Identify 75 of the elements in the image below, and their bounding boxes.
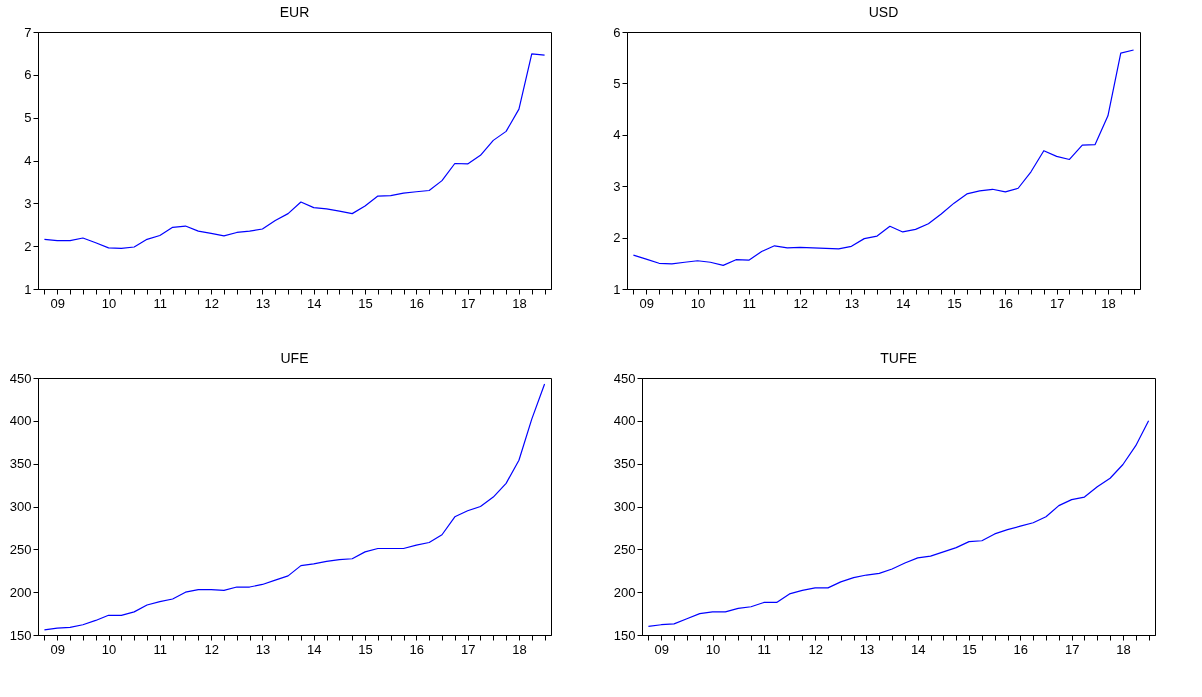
y-tick-label: 6 (613, 24, 621, 40)
x-tick-label: 09 (50, 295, 65, 311)
y-tick-label: 5 (24, 110, 32, 126)
line-series (43, 53, 546, 249)
y-tick-label: 400 (613, 413, 636, 429)
y-tick-label: 300 (9, 499, 32, 514)
x-tick-label: 11 (153, 641, 168, 657)
y-tick-label: 200 (613, 584, 636, 600)
y-tick-label: 250 (9, 541, 32, 557)
x-tick-label: 10 (690, 295, 706, 311)
y-tick-label: 350 (613, 456, 636, 472)
y-tick-label: 400 (9, 413, 32, 429)
x-tick-label: 10 (705, 641, 721, 657)
y-tick-label: 6 (24, 67, 32, 83)
y-tick-label: 200 (9, 584, 32, 600)
y-tick-label: 2 (613, 230, 621, 246)
x-tick-label: 17 (460, 641, 476, 657)
x-tick-label: 16 (1013, 641, 1029, 657)
x-tick-label: 15 (358, 641, 373, 657)
x-tick-label: 15 (358, 295, 373, 311)
x-tick-label: 17 (1064, 641, 1080, 657)
x-tick-label: 16 (409, 641, 425, 657)
y-tick-label: 4 (613, 127, 621, 143)
line-series (632, 49, 1135, 266)
y-tick-label: 3 (24, 195, 32, 211)
x-tick-label: 18 (1116, 641, 1131, 657)
x-tick-label: 12 (204, 641, 219, 657)
y-tick-label: 4 (24, 153, 32, 168)
x-tick-label: 09 (50, 641, 65, 657)
x-tick-label: 15 (947, 295, 962, 311)
x-tick-label: 14 (911, 641, 926, 657)
x-tick-label: 13 (255, 295, 271, 311)
x-tick-label: 11 (742, 295, 757, 311)
x-tick-label: 16 (409, 295, 425, 311)
y-tick-label: 350 (9, 456, 32, 472)
x-tick-label: 17 (460, 295, 476, 311)
y-tick-label: 450 (613, 370, 636, 386)
y-tick-label: 5 (613, 75, 621, 91)
x-tick-label: 12 (204, 295, 219, 311)
line-series (647, 420, 1150, 628)
x-tick-label: 13 (859, 641, 875, 657)
x-tick-label: 10 (101, 641, 117, 657)
chart-title: UFE (280, 350, 309, 366)
x-tick-label: 14 (896, 295, 911, 311)
y-tick-label: 1 (613, 281, 621, 297)
x-tick-label: 14 (307, 295, 322, 311)
x-tick-label: 10 (101, 295, 117, 311)
x-tick-label: 14 (307, 641, 322, 657)
y-tick-label: 150 (613, 627, 636, 643)
chart-title: EUR (279, 4, 310, 20)
x-tick-label: 18 (512, 295, 527, 311)
chart-title: TUFE (880, 350, 917, 366)
x-tick-label: 11 (757, 641, 772, 657)
line-series (43, 383, 546, 631)
y-tick-label: 3 (613, 178, 621, 194)
x-tick-label: 11 (153, 295, 168, 311)
x-tick-label: 13 (255, 641, 271, 657)
y-tick-label: 7 (24, 24, 32, 40)
x-tick-label: 15 (962, 641, 977, 657)
x-tick-label: 09 (654, 641, 669, 657)
chart-title: USD (868, 4, 899, 20)
x-tick-label: 13 (844, 295, 860, 311)
x-tick-label: 16 (998, 295, 1014, 311)
y-tick-label: 450 (9, 370, 32, 386)
y-tick-label: 250 (613, 541, 636, 557)
x-tick-label: 12 (793, 295, 808, 311)
x-tick-label: 18 (512, 641, 527, 657)
x-tick-label: 09 (639, 295, 654, 311)
y-tick-label: 2 (24, 238, 32, 254)
x-tick-label: 17 (1049, 295, 1065, 311)
y-tick-label: 150 (9, 627, 32, 643)
x-tick-label: 18 (1101, 295, 1116, 311)
x-tick-label: 12 (808, 641, 823, 657)
y-tick-label: 1 (24, 281, 32, 297)
y-tick-label: 300 (613, 499, 636, 514)
